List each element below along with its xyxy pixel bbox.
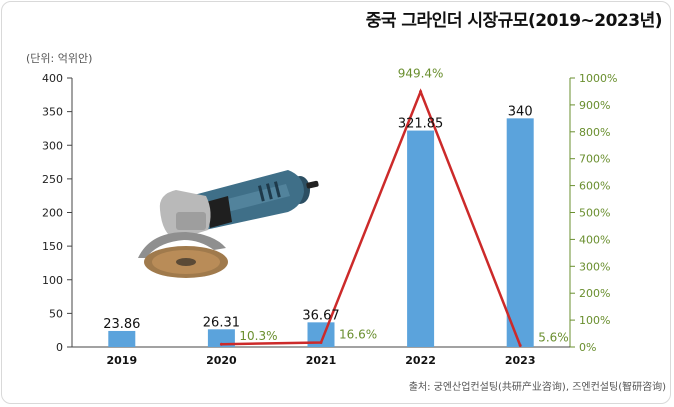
unit-label: (단위: 억위안) [26, 52, 93, 65]
bar-value-label: 26.31 [203, 315, 240, 330]
growth-point [419, 90, 423, 94]
y-tick-label: 250 [42, 173, 63, 186]
growth-rate-label: 949.4% [398, 67, 444, 81]
y2-tick-label: 300% [579, 260, 610, 273]
y-tick-label: 0 [56, 341, 63, 354]
y2-tick-label: 200% [579, 287, 610, 300]
source-note: 출처: 궁엔산업컨설팅(共研产业咨询), 즈엔컨설팅(智研咨询) [408, 382, 666, 393]
chart-title: 중국 그라인더 시장규모(2019~2023년) [365, 11, 663, 31]
y2-tick-label: 700% [579, 153, 610, 166]
bar [506, 118, 534, 347]
y-tick-label: 150 [42, 240, 63, 253]
bar-value-label: 340 [508, 104, 533, 119]
y2-tick-label: 100% [579, 314, 610, 327]
x-tick-label: 2021 [306, 354, 337, 367]
growth-rate-label: 10.3% [239, 329, 277, 343]
bar [108, 330, 136, 347]
angle-grinder-icon [138, 170, 319, 278]
y2-tick-label: 900% [579, 99, 610, 112]
y2-tick-label: 1000% [579, 72, 617, 85]
growth-point [319, 341, 323, 345]
growth-rate-label: 16.6% [339, 328, 377, 342]
x-tick-label: 2022 [405, 354, 436, 367]
growth-point [518, 343, 522, 347]
bar [407, 130, 435, 347]
growth-point [219, 342, 223, 346]
bar [207, 329, 235, 347]
y2-tick-label: 500% [579, 207, 610, 220]
y-tick-label: 100 [42, 274, 63, 287]
x-tick-label: 2019 [106, 354, 137, 367]
y-tick-label: 50 [49, 307, 63, 320]
y2-tick-label: 400% [579, 233, 610, 246]
bar-value-label: 23.86 [103, 317, 140, 332]
bar-value-label: 321.85 [398, 117, 444, 132]
bar-value-label: 36.67 [302, 308, 339, 323]
y2-tick-label: 0% [579, 341, 596, 354]
y-tick-label: 350 [42, 106, 63, 119]
y-tick-label: 300 [42, 139, 63, 152]
y-tick-label: 200 [42, 207, 63, 220]
x-tick-label: 2023 [505, 354, 536, 367]
y-tick-label: 400 [42, 72, 63, 85]
growth-line [221, 88, 522, 346]
y2-tick-label: 600% [579, 180, 610, 193]
growth-rate-label: 5.6% [538, 330, 569, 344]
y2-tick-label: 800% [579, 126, 610, 139]
x-tick-label: 2020 [206, 354, 237, 367]
